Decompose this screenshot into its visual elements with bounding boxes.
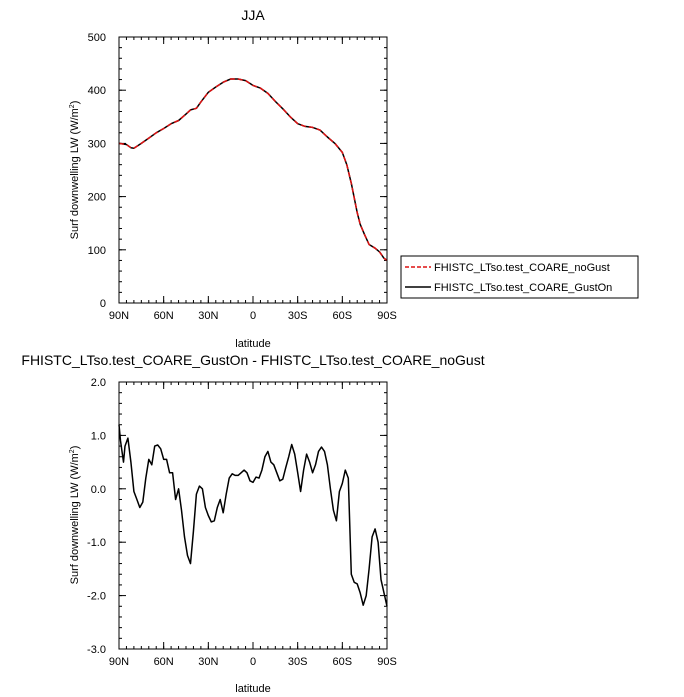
bottom-y-tick-label: -1.0 xyxy=(87,537,106,549)
bottom-panel: FHISTC_LTso.test_COARE_GustOn - FHISTC_L… xyxy=(21,352,484,695)
top-x-tick-label: 0 xyxy=(250,310,256,322)
top-y-axis-label-text: Surf downwelling LW (W/m xyxy=(69,108,81,239)
top-plot-frame xyxy=(118,36,388,304)
legend-label-nogust: FHISTC_LTso.test_COARE_noGust xyxy=(434,262,610,274)
top-y-tick-label: 300 xyxy=(88,138,106,150)
top-x-tick-label: 60S xyxy=(333,310,353,322)
top-x-tick-label: 60N xyxy=(154,310,174,322)
top-series-line-1 xyxy=(118,78,388,262)
bottom-y-tick-label: 0.0 xyxy=(91,484,106,496)
bottom-x-tick-label: 30N xyxy=(198,656,218,668)
legend-box xyxy=(400,255,639,299)
bottom-y-tick-label: -3.0 xyxy=(87,644,106,656)
svg-text:Surf downwelling LW (W/m2): Surf downwelling LW (W/m2) xyxy=(69,101,81,240)
bottom-y-axis-label-sup: 2 xyxy=(69,449,76,453)
top-y-tick-label: 500 xyxy=(88,32,106,44)
top-series-line-0 xyxy=(118,78,388,262)
top-x-axis-label: latitude xyxy=(235,338,270,350)
bottom-x-tick-label: 30S xyxy=(288,656,308,668)
bottom-y-axis-label: Surf downwelling LW (W/m2) xyxy=(69,446,81,585)
bottom-y-axis-label-text: Surf downwelling LW (W/m xyxy=(69,453,81,584)
bottom-x-tick-label: 90S xyxy=(377,656,397,668)
bottom-x-tick-label: 90N xyxy=(109,656,129,668)
bottom-series-line-0 xyxy=(118,424,388,607)
top-x-tick-label: 90S xyxy=(377,310,397,322)
top-chart-title: JJA xyxy=(241,7,265,23)
top-x-tick-label: 30S xyxy=(288,310,308,322)
bottom-y-axis-label-close: ) xyxy=(69,446,81,450)
bottom-x-tick-label: 60S xyxy=(333,656,353,668)
top-y-tick-label: 400 xyxy=(88,85,106,97)
top-y-tick-label: 0 xyxy=(100,298,106,310)
bottom-plot-frame xyxy=(118,381,388,650)
top-panel: JJA Surf downwelling LW (W/m2) latitude … xyxy=(69,7,397,350)
top-y-tick-label: 100 xyxy=(88,245,106,257)
top-x-tick-label: 30N xyxy=(198,310,218,322)
top-y-axis-label-close: ) xyxy=(69,101,81,105)
bottom-y-tick-label: -2.0 xyxy=(87,591,106,603)
bottom-y-tick-label: 1.0 xyxy=(91,430,106,442)
top-y-axis-label-sup: 2 xyxy=(69,104,76,108)
bottom-chart-title: FHISTC_LTso.test_COARE_GustOn - FHISTC_L… xyxy=(21,352,484,368)
legend: FHISTC_LTso.test_COARE_noGust FHISTC_LTs… xyxy=(400,255,639,299)
bottom-y-tick-label: 2.0 xyxy=(91,377,106,389)
top-y-axis-label: Surf downwelling LW (W/m2) xyxy=(69,101,81,240)
legend-label-guston: FHISTC_LTso.test_COARE_GustOn xyxy=(434,282,612,294)
top-x-tick-label: 90N xyxy=(109,310,129,322)
bottom-x-tick-label: 0 xyxy=(250,656,256,668)
top-y-tick-label: 200 xyxy=(88,192,106,204)
svg-text:Surf downwelling LW (W/m2): Surf downwelling LW (W/m2) xyxy=(69,446,81,585)
bottom-x-tick-label: 60N xyxy=(154,656,174,668)
bottom-x-axis-label: latitude xyxy=(235,683,270,695)
